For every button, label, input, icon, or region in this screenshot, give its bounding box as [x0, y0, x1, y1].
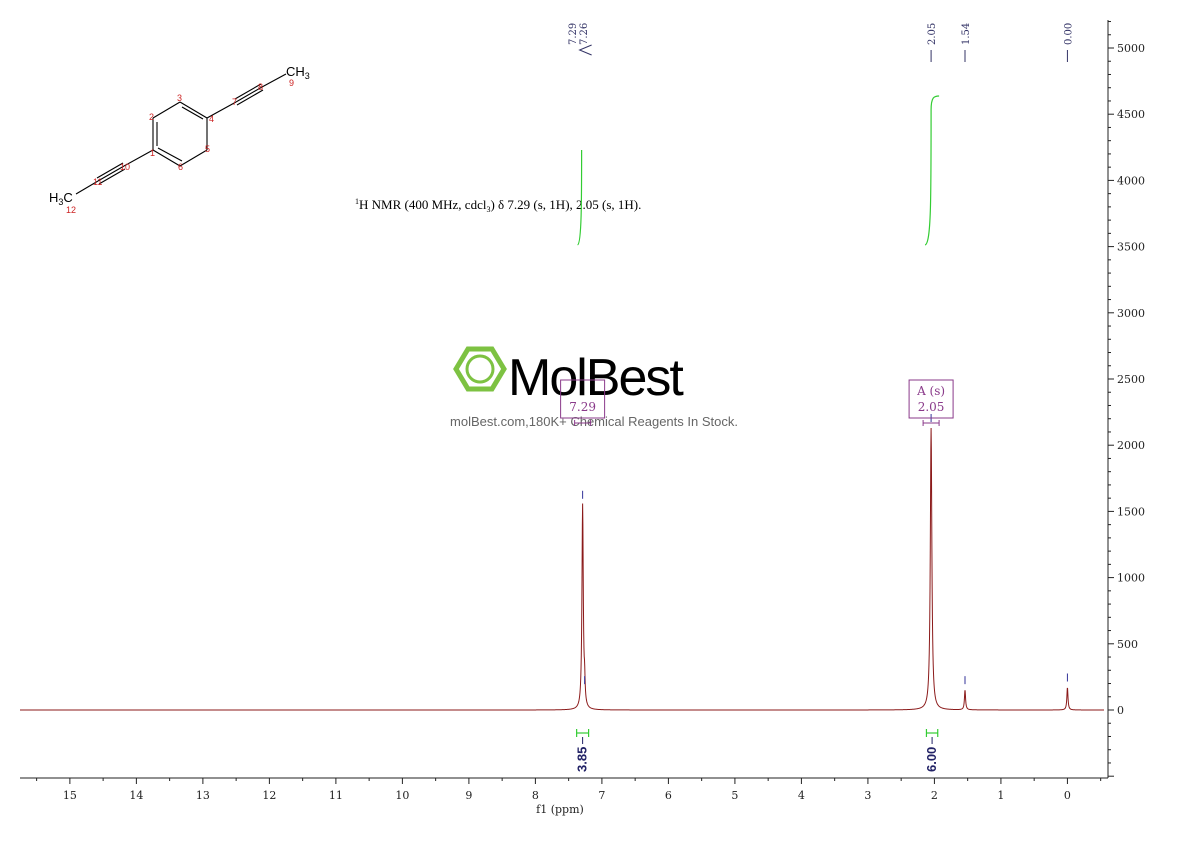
methyl-right-label: CH3 [286, 64, 310, 81]
atom-number-label: 8 [258, 82, 263, 92]
multiplet-boxes: 7.29 A (s) 2.05 [560, 379, 954, 426]
nmr-description-text: 1H NMR (400 MHz, cdcl3) δ 7.29 (s, 1H), … [355, 197, 641, 214]
x-tick-label: 3 [864, 789, 871, 802]
y-tick-label: 0 [1117, 704, 1124, 717]
multiplet-type-text: A (s) [916, 384, 945, 398]
atom-number-label: 10 [120, 162, 130, 172]
molecule-structure [75, 73, 287, 195]
y-tick-label: 500 [1117, 638, 1138, 651]
x-tick-label: 13 [196, 789, 210, 802]
x-axis-label: f1 (ppm) [536, 803, 584, 816]
x-axis-ticks: 15 14 13 12 11 10 9 8 7 6 5 4 3 2 1 0 [36, 778, 1102, 802]
atom-number-label: 3 [177, 93, 182, 103]
y-tick-label: 2000 [1117, 439, 1145, 452]
x-tick-label: 2 [931, 789, 938, 802]
multiplet-shift-text: 2.05 [918, 400, 945, 414]
atom-number-label: 5 [205, 144, 210, 154]
y-tick-label: 1000 [1117, 572, 1145, 585]
peak-label-text: 0.00 [1063, 23, 1074, 45]
x-tick-label: 5 [731, 789, 738, 802]
atom-number-label: 7 [232, 97, 237, 107]
x-tick-label: 6 [665, 789, 672, 802]
atom-number-label: 6 [178, 162, 183, 172]
molbest-brand-text: MolBest [508, 349, 684, 407]
x-tick-label: 1 [997, 789, 1004, 802]
atom-number-label: 2 [149, 112, 154, 122]
chart-axes [20, 20, 1109, 779]
x-tick-label: 14 [129, 789, 143, 802]
x-tick-label: 10 [395, 789, 409, 802]
y-tick-label: 4000 [1117, 174, 1145, 187]
integrals: 3.85 6.00 [575, 95, 940, 772]
spectrum-line [20, 427, 1104, 711]
peak-label-text: 1.54 [961, 23, 972, 45]
molbest-logo-ring-icon [465, 354, 495, 384]
peak-label-connector [578, 44, 592, 56]
y-tick-label: 3000 [1117, 307, 1145, 320]
x-tick-label: 7 [598, 789, 605, 802]
x-tick-label: 9 [465, 789, 472, 802]
peak-label-text: 7.26 [579, 23, 590, 45]
integral-curve [577, 149, 583, 246]
atom-number-label: 11 [93, 177, 102, 187]
y-tick-label: 4500 [1117, 108, 1145, 121]
multiplet-box [908, 379, 954, 419]
integral-curve [924, 95, 940, 246]
integral-value-text: 3.85 [575, 747, 590, 772]
x-tick-label: 12 [262, 789, 276, 802]
y-tick-label: 5000 [1117, 42, 1145, 55]
molbest-watermark: MolBest molBest.com,180K+ Chemical Reage… [450, 346, 738, 429]
multiplet-box [560, 379, 606, 419]
x-tick-label: 11 [329, 789, 343, 802]
peak-label-text: 2.05 [927, 23, 938, 45]
y-tick-label: 2500 [1117, 373, 1145, 386]
x-tick-label: 0 [1064, 789, 1071, 802]
integral-value-text: 6.00 [924, 747, 939, 772]
atom-number-label: 4 [209, 114, 214, 124]
atom-number-label: 1 [150, 148, 155, 158]
y-tick-label: 3500 [1117, 241, 1145, 254]
molbest-tagline-text: molBest.com,180K+ Chemical Reagents In S… [450, 414, 738, 429]
methyl-left-label: H3C [49, 190, 73, 207]
peak-labels: 7.29 7.26 2.05 1.54 0.00 [568, 23, 1074, 685]
atom-number-label: 12 [66, 205, 76, 215]
molbest-logo-icon [453, 346, 507, 392]
peak-label-text: 7.29 [568, 23, 579, 45]
x-tick-label: 4 [798, 789, 805, 802]
y-tick-label: 1500 [1117, 505, 1145, 518]
multiplet-shift-text: 7.29 [569, 400, 596, 414]
x-tick-label: 8 [532, 789, 539, 802]
x-tick-label: 15 [63, 789, 77, 802]
atom-number-label: 9 [289, 78, 294, 88]
